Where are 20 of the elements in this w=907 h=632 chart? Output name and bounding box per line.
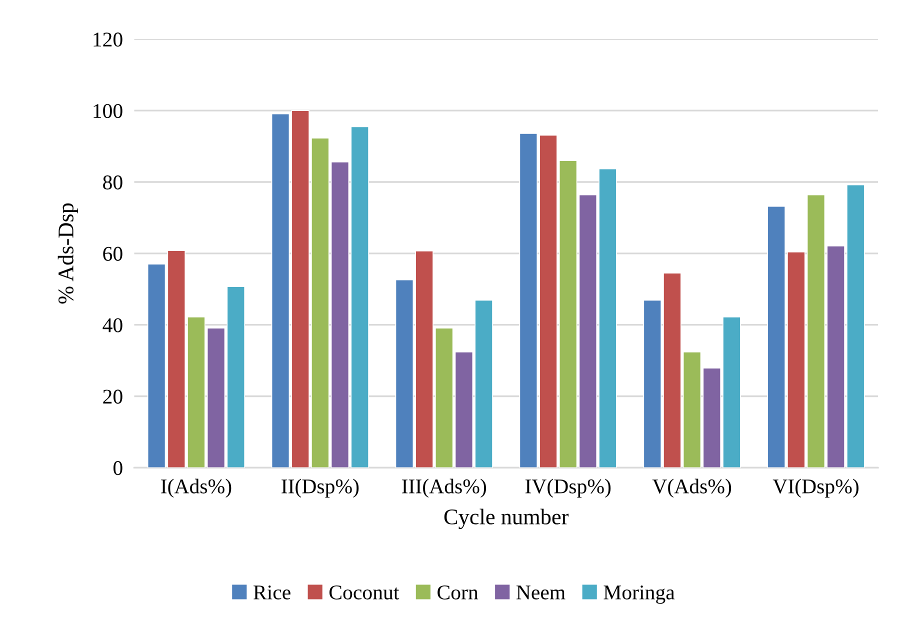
y-tick-label: 60 [103,246,122,261]
y-tick-label: 20 [103,390,122,404]
y-tick-label: 80 [103,175,122,190]
x-tick-label: V(Ads%) [652,478,732,498]
y-tick-label: 100 [94,104,122,118]
x-tick-label: II(Dsp%) [282,478,359,498]
legend-label: Moringa [604,585,675,604]
y-tick-label: 120 [94,32,122,47]
x-tick-label: IV(Dsp%) [525,478,611,498]
y-tick-label: 40 [102,318,122,332]
x-tick-label: III(Ads%) [402,478,486,498]
legend-label: Corn [438,585,478,600]
x-tick-label: I(Ads%) [161,478,232,498]
y-axis-title: % Ads-Dsp [58,203,78,304]
x-axis-title: Cycle number [444,508,569,530]
y-tick-label: 0 [114,461,122,476]
legend-label: Neem [516,586,566,600]
legend-label: Rice [254,585,290,600]
legend-label: Coconut [329,585,400,600]
x-tick-label: VI(Dsp%) [772,478,858,498]
